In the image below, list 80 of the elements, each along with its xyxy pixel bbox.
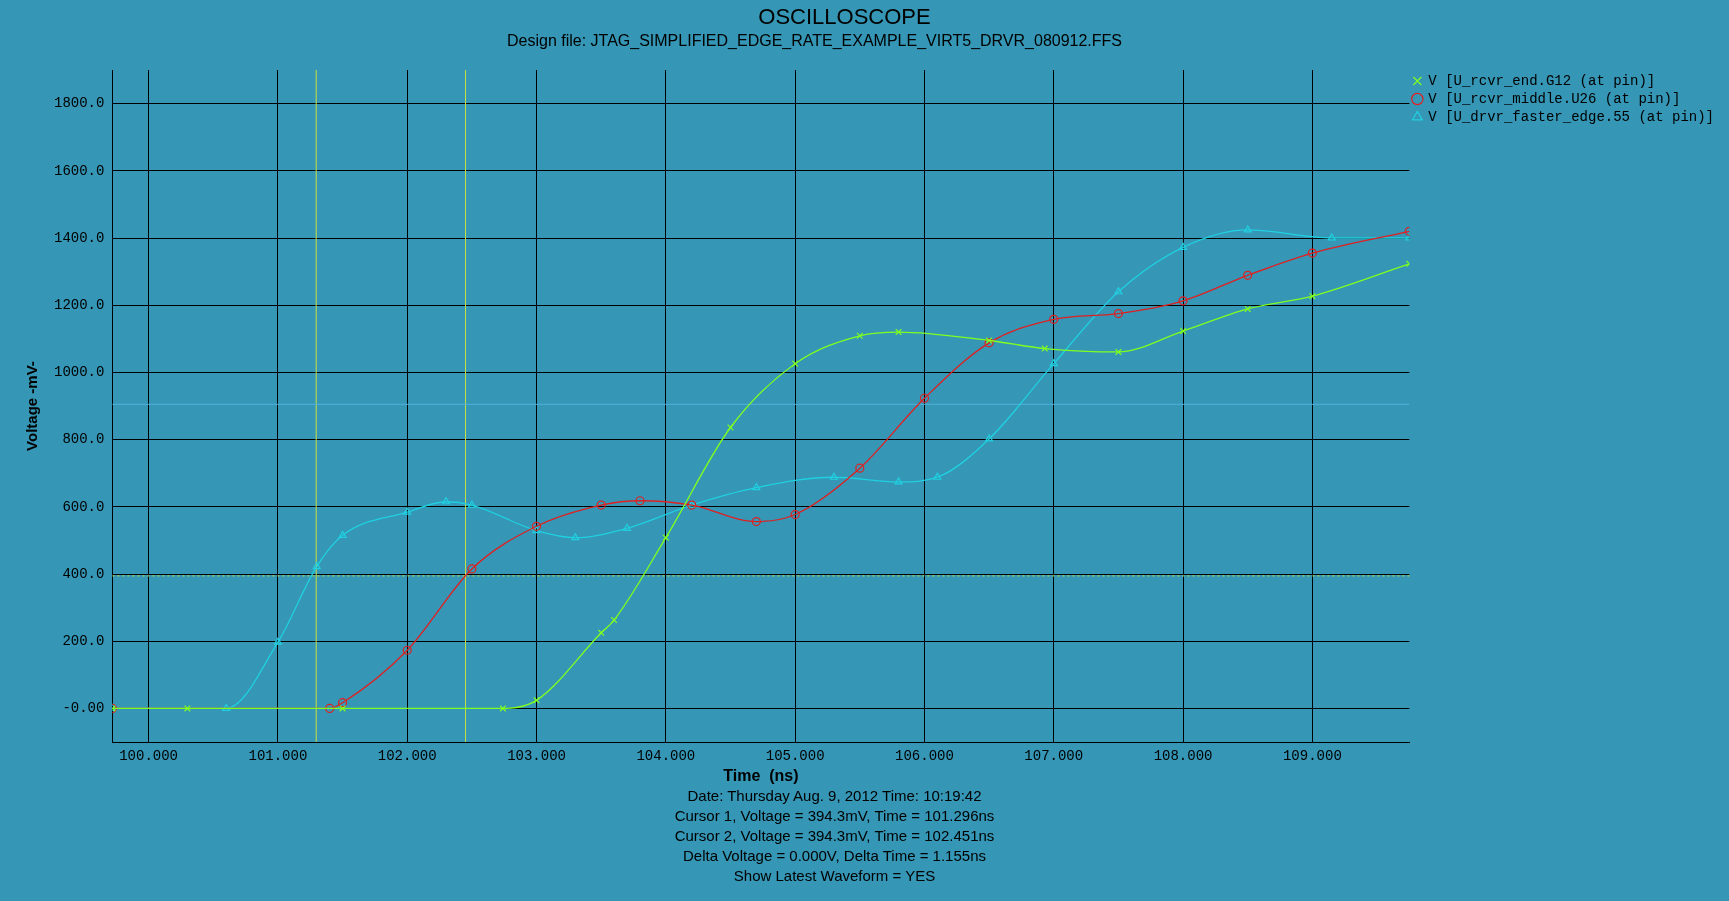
text: Date: Thursday Aug. 9, 2012 Time: 10:19:42	[686, 786, 983, 806]
point	[1243, 270, 1253, 280]
point	[751, 516, 761, 527]
point	[1113, 309, 1124, 319]
point	[1243, 225, 1252, 233]
x-tick-label: 104.000	[636, 748, 696, 765]
text: Show Latest Waveform = YES	[732, 866, 937, 886]
point	[403, 507, 412, 515]
legend-label: V [U_rcvr_end.G12 (at pin)]	[1428, 72, 1656, 89]
point	[1308, 292, 1316, 300]
point	[635, 496, 645, 506]
point	[1244, 305, 1252, 313]
point	[1049, 359, 1058, 367]
point	[325, 703, 335, 713]
point	[984, 338, 994, 348]
y-tick-label: -0.00	[62, 700, 105, 717]
point	[933, 472, 942, 480]
point	[829, 472, 838, 480]
point	[985, 434, 994, 442]
point	[467, 500, 476, 508]
x-tick-label: 106.000	[895, 748, 954, 765]
point	[1114, 287, 1123, 295]
x-axis-title: Time (ns)	[723, 766, 799, 784]
chart-subtitle: Design file: JTAG_SIMPLIFIED_EDGE_RATE_EXAMPLE_VIRT5_DRVR_080912.FFS	[505, 32, 1124, 50]
y-tick-label: 1800.0	[53, 95, 105, 112]
x-tick-label: 105.000	[765, 748, 825, 765]
y-tick-label: 1600.0	[53, 162, 105, 179]
text: Cursor 1, Voltage = 394.3mV, Time = 101.296ns	[673, 806, 996, 826]
point	[1049, 314, 1059, 324]
point	[1178, 296, 1188, 306]
x-tick-label: 100.000	[119, 748, 179, 765]
y-tick-label: 1400.0	[53, 229, 105, 246]
x-tick-label: 102.000	[377, 748, 437, 765]
y-tick-label: 400.0	[62, 565, 105, 582]
y-tick-label: 200.0	[62, 632, 105, 649]
point	[441, 497, 451, 505]
x-tick-label: 103.000	[507, 748, 566, 765]
point	[596, 500, 606, 510]
point	[855, 463, 865, 473]
point	[273, 637, 282, 645]
point	[622, 523, 632, 531]
text: Cursor 2, Voltage = 394.3mV, Time = 102.451ns	[673, 826, 996, 846]
x-tick-label: 101.000	[248, 748, 308, 765]
point	[222, 703, 231, 711]
point	[790, 509, 800, 520]
point	[467, 564, 477, 574]
point	[610, 616, 618, 624]
point	[1114, 348, 1122, 356]
text: Delta Voltage = 0.000V, Delta Time = 1.155ns	[682, 846, 987, 866]
y-axis-title: Voltage -mV-	[23, 361, 41, 451]
x-tick-label: 109.000	[1282, 748, 1342, 765]
point	[1307, 248, 1317, 258]
point	[894, 477, 903, 485]
point	[791, 360, 799, 368]
point	[752, 483, 761, 491]
point	[531, 521, 542, 531]
legend-label: V [U_rcvr_middle.U26 (at pin)]	[1428, 90, 1681, 107]
point	[571, 533, 580, 541]
point	[985, 337, 993, 344]
point	[338, 530, 347, 538]
y-tick-label: 600.0	[62, 498, 105, 515]
point	[662, 534, 670, 542]
point	[402, 645, 412, 655]
x-tick-label: 107.000	[1024, 748, 1084, 765]
point	[1041, 345, 1049, 352]
point	[1179, 242, 1188, 251]
y-tick-label: 800.0	[62, 431, 105, 448]
x-tick-label: 108.000	[1153, 748, 1213, 765]
point	[499, 704, 507, 712]
point	[337, 698, 348, 708]
point	[533, 696, 540, 704]
point	[919, 393, 930, 403]
chart-title: OSCILLOSCOPE	[757, 3, 932, 30]
y-tick-label: 1000.0	[53, 364, 105, 381]
point	[532, 526, 541, 534]
legend-label: V [U_drvr_faster_edge.55 (at pin)]	[1428, 108, 1715, 125]
point	[895, 328, 903, 336]
point	[312, 562, 321, 570]
y-tick-label: 1200.0	[53, 296, 105, 313]
point	[1327, 233, 1336, 241]
